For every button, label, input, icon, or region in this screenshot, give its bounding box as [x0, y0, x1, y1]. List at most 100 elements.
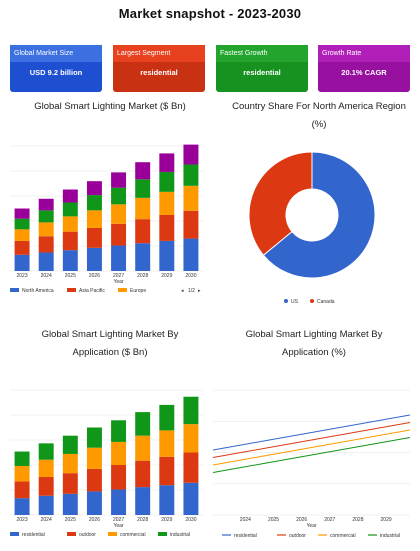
bar-segment: [86, 210, 102, 228]
bar-segment: [38, 198, 54, 211]
legend-label: commercial: [120, 532, 146, 538]
bar-segment: [111, 245, 127, 271]
bar-segment: [86, 227, 102, 248]
kpi-card-value: USD 9.2 billion: [29, 68, 83, 77]
kpi-card-value: residential: [140, 68, 178, 77]
line-series: [212, 429, 411, 466]
bar-segment: [111, 420, 127, 442]
x-tick-label: 2023: [17, 273, 28, 279]
x-tick-label: 2028: [352, 517, 363, 523]
legend-swatch: [158, 532, 167, 536]
bar-segment: [183, 238, 199, 271]
x-tick-label: 2029: [381, 517, 392, 523]
line-series: [212, 437, 411, 473]
bar-segment: [86, 247, 102, 271]
legend-label: Europe: [130, 288, 146, 294]
bar-segment: [183, 482, 199, 515]
bar-segment: [159, 485, 175, 515]
x-axis-label: Year: [306, 523, 316, 529]
kpi-card-value: residential: [243, 68, 281, 77]
legend-swatch: [284, 299, 288, 303]
application-line-chart: 2024 2025 2026 2027 2028 2029 Year residential o…: [212, 389, 411, 539]
bar-segment: [14, 208, 30, 219]
kpi-card-market-size: Global Market Size USD 9.2 billion: [10, 45, 102, 92]
bar-segment: [62, 202, 78, 217]
bar-segment: [14, 451, 30, 466]
line-series: [212, 414, 411, 451]
chart-title-market: Global Smart Lighting Market ($ Bn): [34, 101, 186, 112]
bar-segment: [14, 229, 30, 241]
bar-segment: [159, 214, 175, 241]
bar-segment: [14, 498, 30, 515]
bar-segment: [111, 465, 127, 490]
bar-segment: [135, 243, 151, 271]
bar-segment: [14, 481, 30, 499]
bar-segment: [62, 473, 78, 494]
bar-segment: [183, 210, 199, 239]
bar-segment: [14, 240, 30, 255]
bar-segment: [14, 465, 30, 482]
market-bar-chart: 2023 2024 2025 2026 2027 2028 2029 2030 Year Nort…: [10, 144, 203, 294]
bar-segment: [183, 144, 199, 165]
x-tick-label: 2029: [161, 273, 172, 279]
x-tick-label: 2024: [240, 517, 251, 523]
bar-segment: [135, 179, 151, 198]
x-tick-label: 2027: [113, 273, 124, 279]
kpi-card-largest-segment: Largest Segment residential: [113, 45, 205, 92]
legend-label: outdoor: [289, 533, 306, 539]
bar-segment: [38, 222, 54, 237]
kpi-card-fastest-growth: Fastest Growth residential: [216, 45, 308, 92]
chart-title-country-share: Country Share For North America Region (…: [232, 101, 406, 130]
x-tick-label: 2025: [65, 517, 76, 523]
kpi-card-label: Growth Rate: [318, 45, 410, 62]
bar-segment: [111, 204, 127, 224]
legend-swatch: [10, 288, 19, 292]
bar-segment: [62, 453, 78, 474]
bar-segment: [135, 487, 151, 515]
bar-segment: [86, 468, 102, 492]
bar-segment: [111, 223, 127, 246]
bar-segment: [183, 452, 199, 483]
bar-segment: [62, 189, 78, 203]
bar-segment: [159, 456, 175, 486]
bar-segment: [111, 187, 127, 205]
x-axis-label: Year: [113, 523, 123, 529]
x-tick-label: 2025: [65, 273, 76, 279]
legend-page: 1/2: [188, 288, 195, 294]
x-tick-label: 2026: [89, 273, 100, 279]
kpi-card-growth-rate: Growth Rate 20.1% CAGR: [318, 45, 410, 92]
x-axis-label: Year: [113, 279, 123, 285]
kpi-card-label: Global Market Size: [10, 45, 102, 62]
kpi-card-label: Largest Segment: [113, 45, 205, 62]
bar-segment: [159, 153, 175, 172]
bar-segment: [86, 181, 102, 196]
bar-segment: [14, 254, 30, 271]
x-tick-label: 2028: [137, 273, 148, 279]
legend-swatch: [67, 532, 76, 536]
bar-segment: [183, 164, 199, 186]
x-tick-label: 2030: [185, 273, 196, 279]
legend-label: residential: [234, 533, 257, 539]
bar-segment: [38, 495, 54, 515]
donut-slice: [248, 151, 313, 256]
legend-swatch: [67, 288, 76, 292]
bar-segment: [111, 489, 127, 515]
legend-label: industrial: [380, 533, 400, 539]
bar-segment: [111, 172, 127, 188]
legend-next-arrow: ▸: [198, 288, 201, 294]
legend-label: US: [291, 299, 299, 305]
chart-title-application-pct: Global Smart Lighting Market By Applicat…: [245, 329, 383, 358]
bar-segment: [86, 491, 102, 515]
x-tick-label: 2024: [41, 273, 52, 279]
kpi-card-value: 20.1% CAGR: [341, 68, 387, 77]
page-title: Market snapshot - 2023-2030: [118, 6, 302, 21]
legend-label: outdoor: [79, 532, 96, 538]
bar-segment: [135, 460, 151, 488]
bar-segment: [62, 435, 78, 454]
legend-label: North America: [22, 288, 54, 294]
bar-segment: [111, 441, 127, 465]
bar-segment: [14, 218, 30, 230]
x-tick-label: 2025: [268, 517, 279, 523]
legend-label: Canada: [317, 299, 335, 305]
x-tick-label: 2024: [41, 517, 52, 523]
